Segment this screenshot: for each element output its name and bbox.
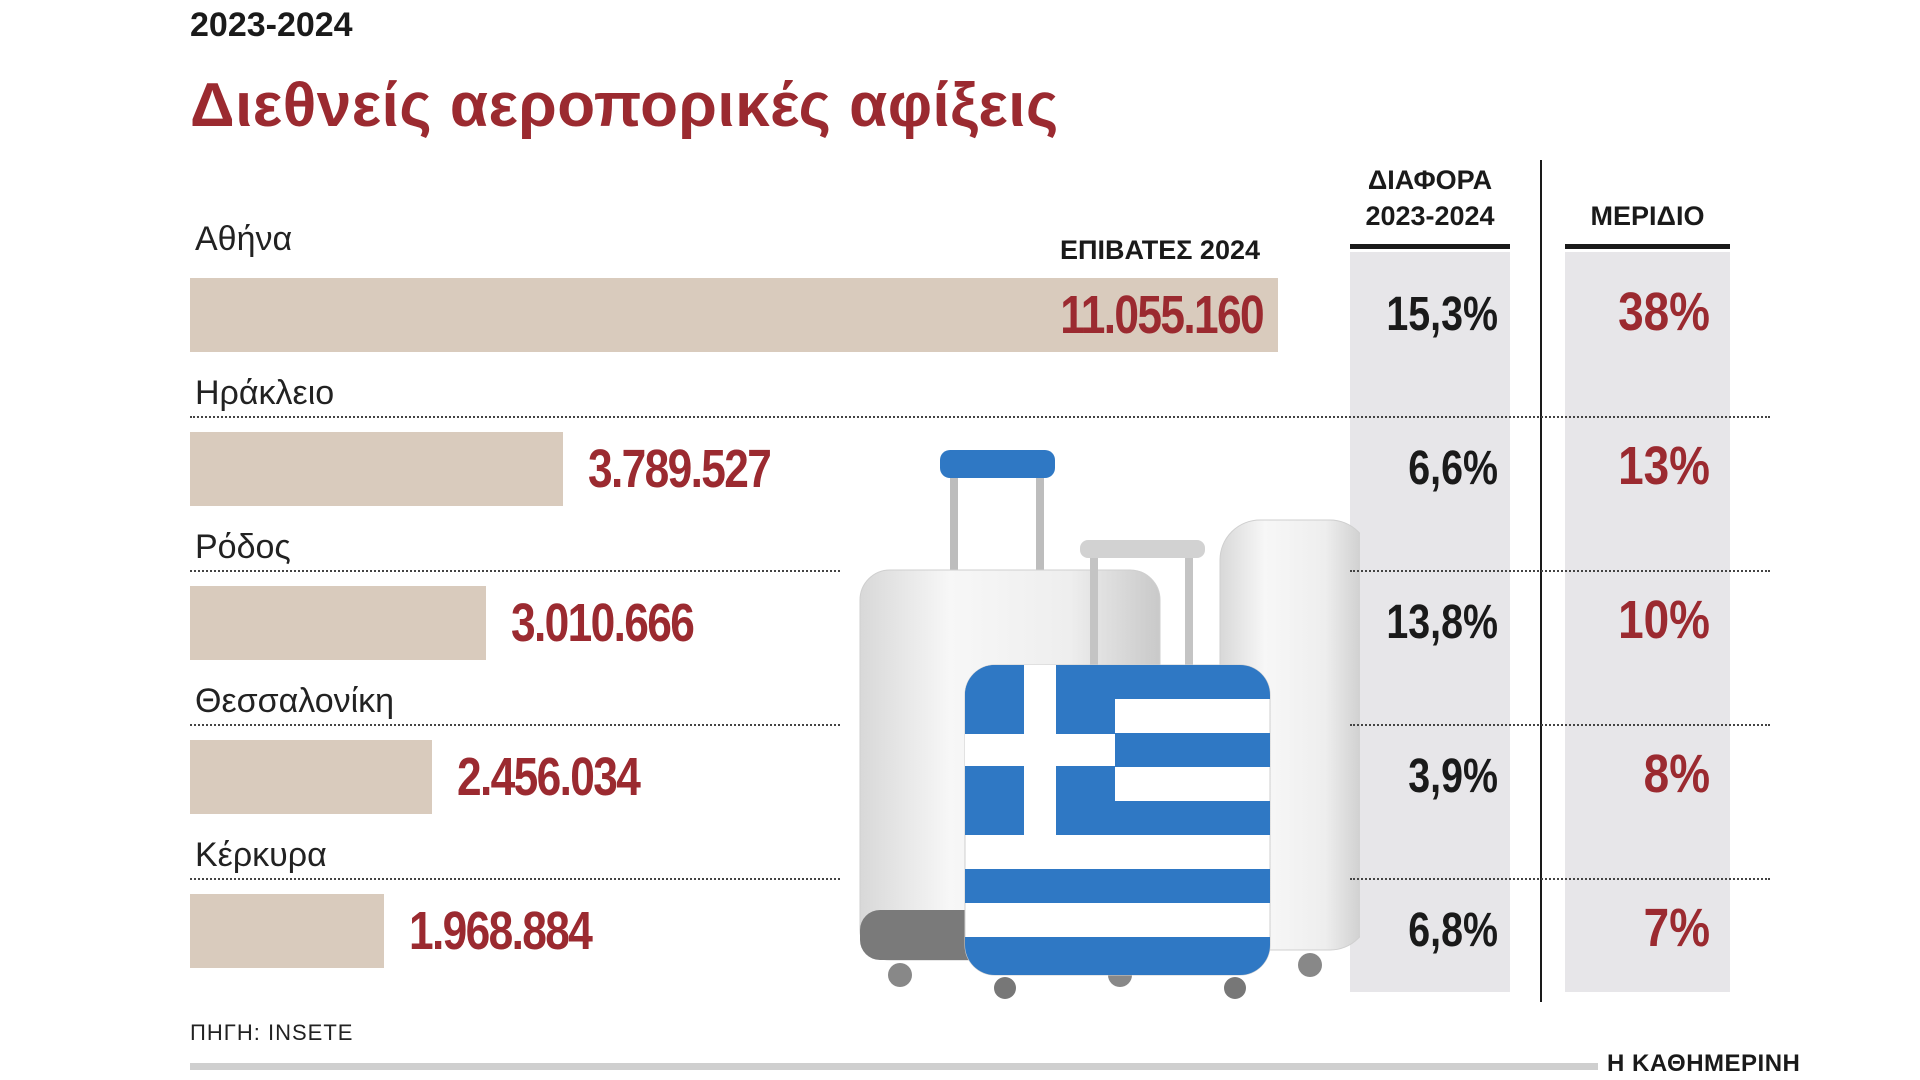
category-label: Θεσσαλονίκη (195, 682, 407, 721)
difference-header-line2: 2023-2024 (1365, 201, 1495, 231)
share-value: 10% (1618, 590, 1710, 650)
share-value: 13% (1618, 436, 1710, 496)
share-value: 7% (1643, 898, 1710, 958)
difference-header-line1: ΔΙΑΦΟΡΑ (1367, 165, 1493, 195)
chart-title: Διεθνείς αεροπορικές αφίξεις (190, 71, 1059, 140)
share-column-bg (1565, 252, 1730, 992)
value-label: 11.055.160 (1060, 285, 1264, 345)
difference-value: 15,3% (1386, 288, 1498, 341)
row-separator-right (1350, 878, 1770, 880)
difference-value: 6,6% (1408, 442, 1498, 495)
category-label: Κέρκυρα (195, 836, 339, 875)
difference-value: 3,9% (1408, 750, 1498, 803)
share-value: 8% (1643, 744, 1710, 804)
row-separator (190, 570, 840, 572)
source-note: ΠΗΓΗ: INSETE (190, 1020, 354, 1045)
category-label: Ρόδος (195, 528, 303, 567)
column-divider (1540, 160, 1542, 1002)
footer-rule (190, 1063, 1598, 1070)
value-label: 3.789.527 (588, 439, 772, 499)
period-label: 2023-2024 (190, 6, 353, 44)
difference-value: 6,8% (1408, 904, 1498, 957)
difference-header-rule (1350, 244, 1510, 249)
bar (190, 740, 432, 814)
row-separator-right (1350, 570, 1770, 572)
value-label: 3.010.666 (511, 593, 695, 653)
row-separator (190, 416, 1770, 418)
brand-label: Η ΚΑΘΗΜΕΡΙΝΗ (1607, 1050, 1801, 1077)
difference-header: ΔΙΑΦΟΡΑ 2023-2024 (1350, 162, 1510, 234)
luggage-illustration (859, 450, 1360, 999)
bar (190, 278, 1278, 352)
passengers-header: ΕΠΙΒΑΤΕΣ 2024 (1059, 235, 1260, 265)
row-separator (190, 878, 840, 880)
difference-column-bg (1350, 252, 1510, 992)
share-header-rule (1565, 244, 1730, 249)
bar (190, 586, 486, 660)
bar (190, 894, 384, 968)
category-label: Ηράκλειο (195, 374, 347, 413)
value-label: 2.456.034 (457, 747, 641, 807)
difference-value: 13,8% (1386, 596, 1498, 649)
row-separator-right (1350, 724, 1770, 726)
bar (190, 432, 563, 506)
row-separator (190, 724, 840, 726)
category-label: Αθήνα (195, 220, 305, 259)
share-value: 38% (1618, 282, 1710, 342)
share-header: ΜΕΡΙΔΙΟ (1590, 201, 1705, 231)
value-label: 1.968.884 (409, 901, 593, 961)
